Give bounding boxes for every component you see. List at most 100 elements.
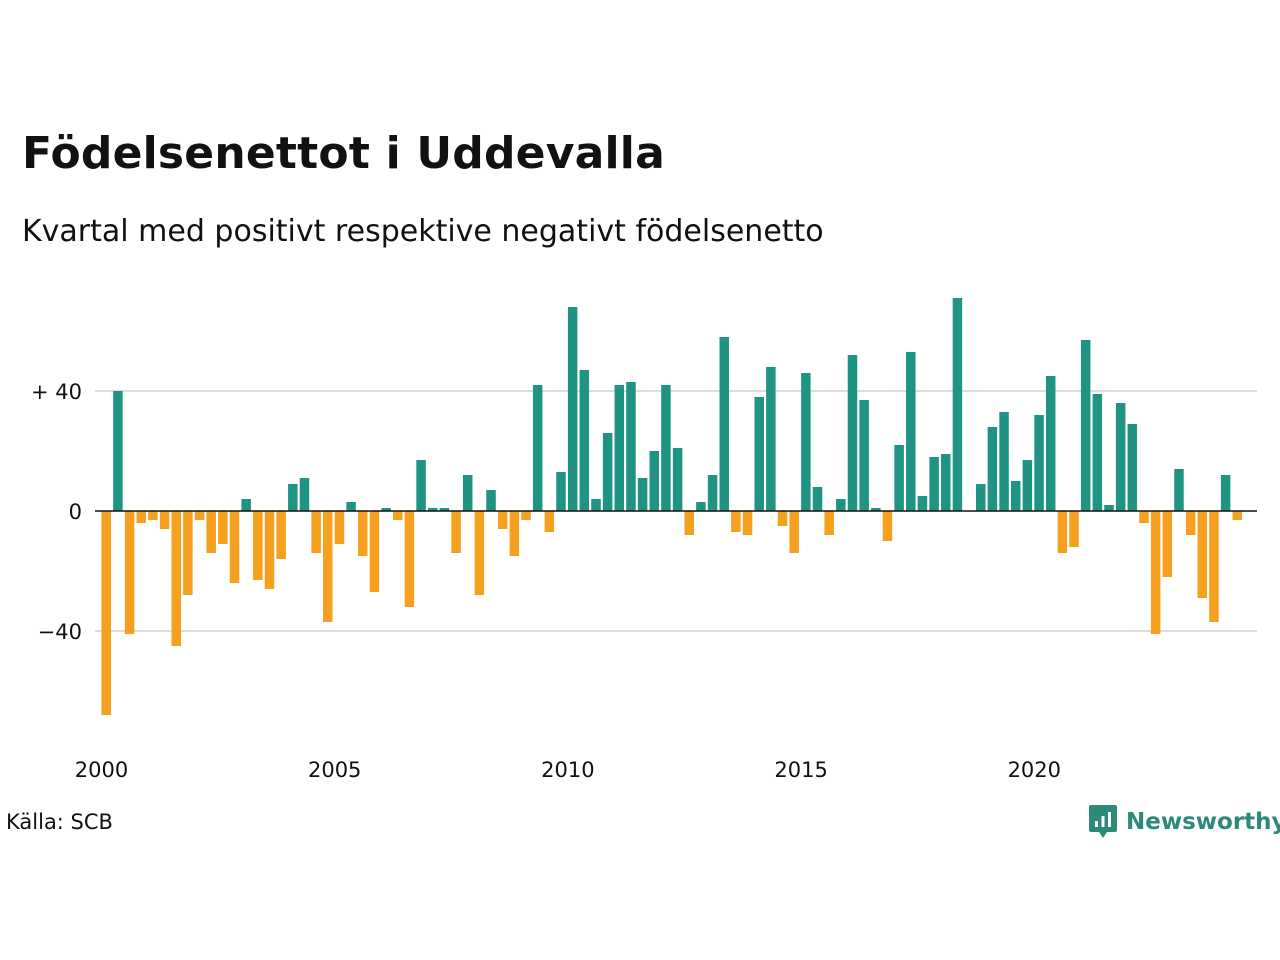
y-tick-label: −40: [38, 620, 82, 644]
bar: [777, 511, 788, 526]
bar: [1185, 511, 1196, 535]
bar: [427, 508, 438, 511]
bar: [824, 511, 834, 535]
bar: [672, 448, 683, 511]
bar: [871, 508, 881, 511]
bar: [136, 511, 146, 523]
bar: [812, 487, 823, 511]
bar: [206, 511, 216, 553]
bar: [159, 511, 170, 529]
bar: [684, 511, 694, 535]
brand-name: Newsworthy: [1126, 809, 1280, 835]
bar: [941, 454, 951, 511]
bar: [742, 511, 753, 535]
bar: [544, 511, 555, 532]
bar: [579, 370, 590, 511]
bar: [614, 385, 625, 511]
bar: [1209, 511, 1219, 622]
bar: [1104, 505, 1114, 511]
bar: [439, 508, 450, 511]
bar: [649, 451, 660, 511]
bar: [1022, 460, 1033, 511]
bar: [183, 511, 193, 595]
bar: [1162, 511, 1173, 577]
gridlines: [95, 390, 1257, 632]
bar: [906, 352, 916, 511]
bar: [976, 484, 986, 511]
bar: [766, 367, 776, 511]
bar: [253, 511, 263, 580]
bar: [264, 511, 275, 589]
bar: [801, 373, 811, 511]
bar: [299, 478, 310, 511]
bar: [847, 355, 858, 511]
bar: [1092, 394, 1103, 511]
chart-title: Födelsenettot i Uddevalla: [22, 128, 665, 179]
bar: [661, 385, 671, 511]
bar: [859, 400, 869, 511]
bar: [229, 511, 240, 583]
bar: [416, 460, 426, 511]
bar: [124, 511, 135, 634]
bar: [789, 511, 799, 553]
bar: [486, 490, 496, 511]
bar: [1174, 469, 1184, 511]
bar: [334, 511, 345, 544]
x-tick-label: 2010: [541, 758, 594, 782]
bar: [1232, 511, 1243, 520]
bar: [451, 511, 461, 553]
bar: [1139, 511, 1149, 523]
bar: [556, 472, 566, 511]
bar: [101, 511, 111, 715]
bar: [288, 484, 298, 511]
bar: [1034, 415, 1044, 511]
y-tick-label: + 40: [31, 380, 82, 404]
bar: [148, 511, 158, 520]
bar: [894, 445, 904, 511]
bar: [404, 511, 415, 607]
bar: [567, 307, 578, 511]
bar: [1010, 481, 1021, 511]
bar: [1080, 340, 1091, 511]
bar: [323, 511, 333, 622]
bar: [113, 391, 123, 511]
bar: [1127, 424, 1138, 511]
bar: [836, 499, 846, 511]
bar: [719, 337, 729, 511]
bar: [917, 496, 928, 511]
brand-logo[interactable]: Newsworthy: [1088, 804, 1280, 840]
bar: [521, 511, 531, 520]
bar: [241, 499, 251, 511]
bar: [509, 511, 520, 556]
source-note: Källa: SCB: [6, 810, 113, 834]
bar: [707, 475, 718, 511]
bar: [952, 298, 963, 511]
x-tick-label: 2005: [308, 758, 361, 782]
x-tick-label: 2020: [1008, 758, 1061, 782]
bar: [999, 412, 1009, 511]
bar: [381, 508, 391, 511]
bar: [1220, 475, 1231, 511]
bar-chart: + 40 0 −40 2000 2005 2010 2015 2020: [31, 298, 1257, 782]
bar: [369, 511, 380, 592]
bar: [393, 511, 403, 520]
bar: [882, 511, 893, 541]
y-tick-label: 0: [69, 500, 82, 524]
chart-subtitle: Kvartal med positivt respektive negativt…: [22, 214, 824, 249]
axes: + 40 0 −40 2000 2005 2010 2015 2020: [31, 380, 1257, 782]
x-tick-label: 2000: [75, 758, 128, 782]
bar: [696, 502, 706, 511]
bar: [346, 502, 356, 511]
bar: [626, 382, 636, 511]
x-tick-label: 2015: [774, 758, 827, 782]
bar: [731, 511, 741, 532]
bar: [1150, 511, 1161, 634]
newsworthy-logo-icon: [1089, 805, 1117, 838]
bar: [591, 499, 601, 511]
bar: [194, 511, 205, 520]
bar: [358, 511, 368, 556]
bar: [987, 427, 998, 511]
bar: [637, 478, 648, 511]
bar: [218, 511, 228, 544]
bar: [474, 511, 485, 595]
